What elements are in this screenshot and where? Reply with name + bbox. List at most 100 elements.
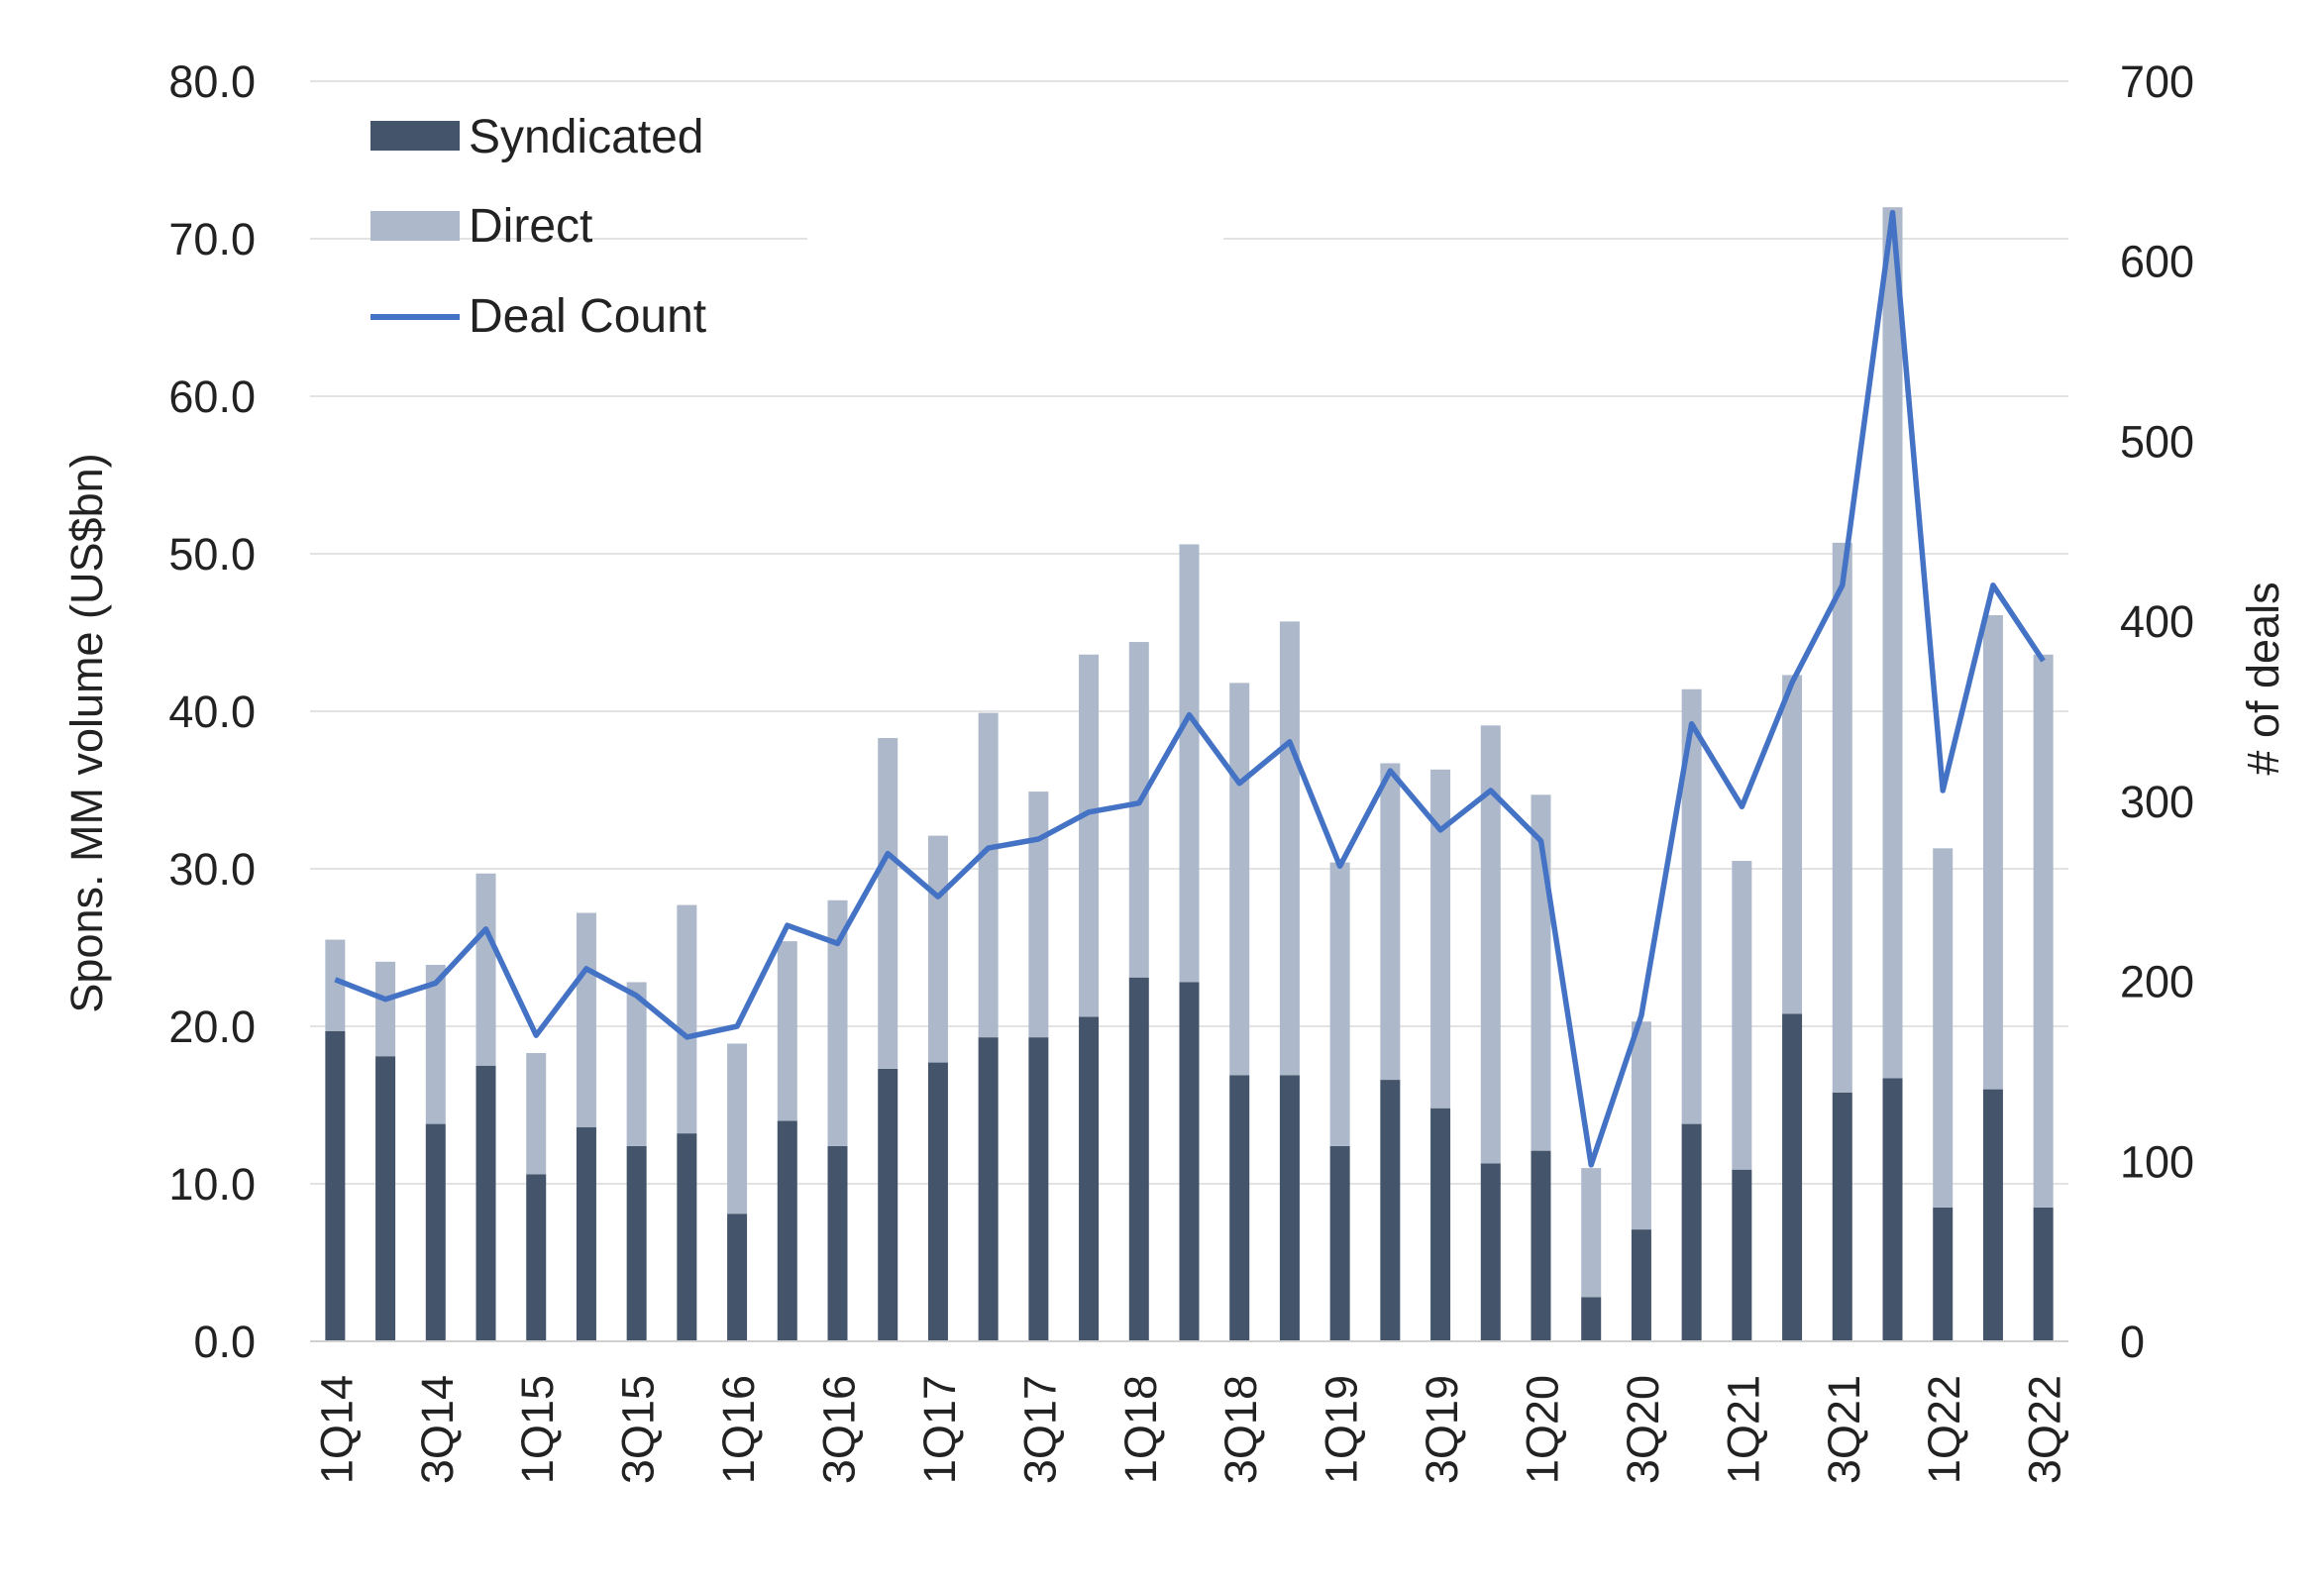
x-tick-label: 1Q22 [1919,1375,1969,1484]
x-tick-label: 3Q18 [1215,1375,1266,1484]
x-tick-label: 3Q22 [2020,1375,2070,1484]
bar-direct [1581,1168,1602,1298]
bar-direct [1229,683,1250,1076]
bar-direct [1732,861,1752,1170]
axes: 0.0 10.0 20.0 30.0 40.0 50.0 60.0 70.0 80.0 0 100 2… [168,56,2194,1484]
x-tick-label: 3Q20 [1618,1375,1668,1484]
x-tick-label: 3Q15 [613,1375,664,1484]
bar-syndicated [1380,1080,1401,1341]
bar-syndicated [475,1065,496,1341]
y-tick-label: 50.0 [168,529,256,580]
legend: Syndicated Direct Deal Count [370,111,1223,357]
y2-tick-label: 0 [2120,1317,2145,1367]
bar-direct [1480,725,1501,1164]
bar-syndicated [878,1068,898,1341]
bar-syndicated [1832,1092,1852,1341]
bar-syndicated [375,1056,396,1341]
y2-tick-label: 100 [2120,1136,2194,1187]
bar-syndicated [978,1037,999,1341]
bar-syndicated [1279,1075,1300,1341]
legend-swatch-syndicated [370,121,460,151]
bar-direct [1128,642,1149,978]
bar-direct [878,738,898,1069]
y-tick-label: 80.0 [168,56,256,107]
x-tick-label: 1Q16 [713,1375,764,1484]
deal-count-line [334,209,2046,1168]
bar-syndicated [1732,1169,1752,1341]
y-tick-label: 20.0 [168,1002,256,1052]
bar-direct [777,941,797,1121]
bar-direct [2033,654,2054,1208]
bar-direct [727,1043,748,1215]
bar-direct [375,961,396,1057]
bar-syndicated [1028,1037,1049,1341]
legend-label-deal-count: Deal Count [469,290,706,343]
bar-direct [927,835,948,1063]
bar-syndicated [425,1123,446,1341]
legend-label-syndicated: Syndicated [469,111,704,163]
x-tick-label: 1Q19 [1317,1375,1367,1484]
y-axis-title: Spons. MM volume (US$bn) [61,453,112,1012]
y2-tick-label: 600 [2120,237,2194,287]
legend-background [807,129,1223,357]
bar-syndicated [1480,1163,1501,1341]
bar-syndicated [1882,1078,1903,1341]
bar-syndicated [325,1030,346,1341]
bar-direct [626,982,647,1146]
bar-direct [827,899,848,1146]
y2-tick-label: 200 [2120,957,2194,1007]
bar-direct [1179,544,1200,983]
bar-syndicated [1631,1229,1651,1341]
bar-syndicated [677,1133,697,1341]
x-tick-label: 3Q17 [1014,1375,1065,1484]
bar-direct [1079,654,1100,1017]
bar-syndicated [927,1062,948,1341]
y-tick-label: 10.0 [168,1159,256,1210]
bar-syndicated [526,1174,547,1341]
bar-syndicated [1982,1089,2003,1341]
bar-direct [1631,1021,1651,1230]
bar-syndicated [727,1214,748,1341]
bar-syndicated [1329,1145,1350,1341]
bar-direct [576,912,596,1127]
bar-direct [1933,848,1954,1208]
y-tick-label: 40.0 [168,687,256,737]
y-tick-label: 30.0 [168,844,256,895]
bar-syndicated [777,1120,797,1341]
bar-syndicated [1430,1108,1451,1341]
y2-tick-label: 700 [2120,56,2194,107]
x-tick-label: 1Q21 [1718,1375,1768,1484]
bar-direct [526,1053,547,1175]
bar-direct [1982,615,2003,1090]
x-tick-label: 3Q19 [1417,1375,1467,1484]
bar-syndicated [827,1145,848,1341]
y2-axis-title: # of deals [2238,581,2288,775]
bar-syndicated [1128,977,1149,1341]
bar-syndicated [1179,982,1200,1341]
y-tick-label: 60.0 [168,371,256,422]
x-tick-label: 3Q16 [814,1375,865,1484]
x-tick-label: 1Q17 [914,1375,965,1484]
bar-direct [325,939,346,1031]
bar-syndicated [1079,1016,1100,1341]
x-tick-label: 1Q14 [311,1375,362,1484]
bar-direct [1279,621,1300,1076]
deal-count-polyline [334,209,2046,1168]
bar-direct [425,964,446,1124]
bar-syndicated [576,1126,596,1341]
bar-direct [1329,862,1350,1146]
x-tick-label: 3Q21 [1819,1375,1869,1484]
bar-syndicated [626,1145,647,1341]
bar-direct [978,712,999,1038]
bar-direct [1430,769,1451,1109]
legend-label-direct: Direct [469,200,592,253]
bars [325,207,2054,1341]
bar-direct [1028,792,1049,1038]
bar-syndicated [2033,1207,2054,1341]
y-tick-label: 0.0 [193,1317,256,1367]
x-tick-label: 3Q14 [412,1375,463,1484]
bar-direct [1782,675,1803,1014]
y2-tick-label: 500 [2120,416,2194,467]
